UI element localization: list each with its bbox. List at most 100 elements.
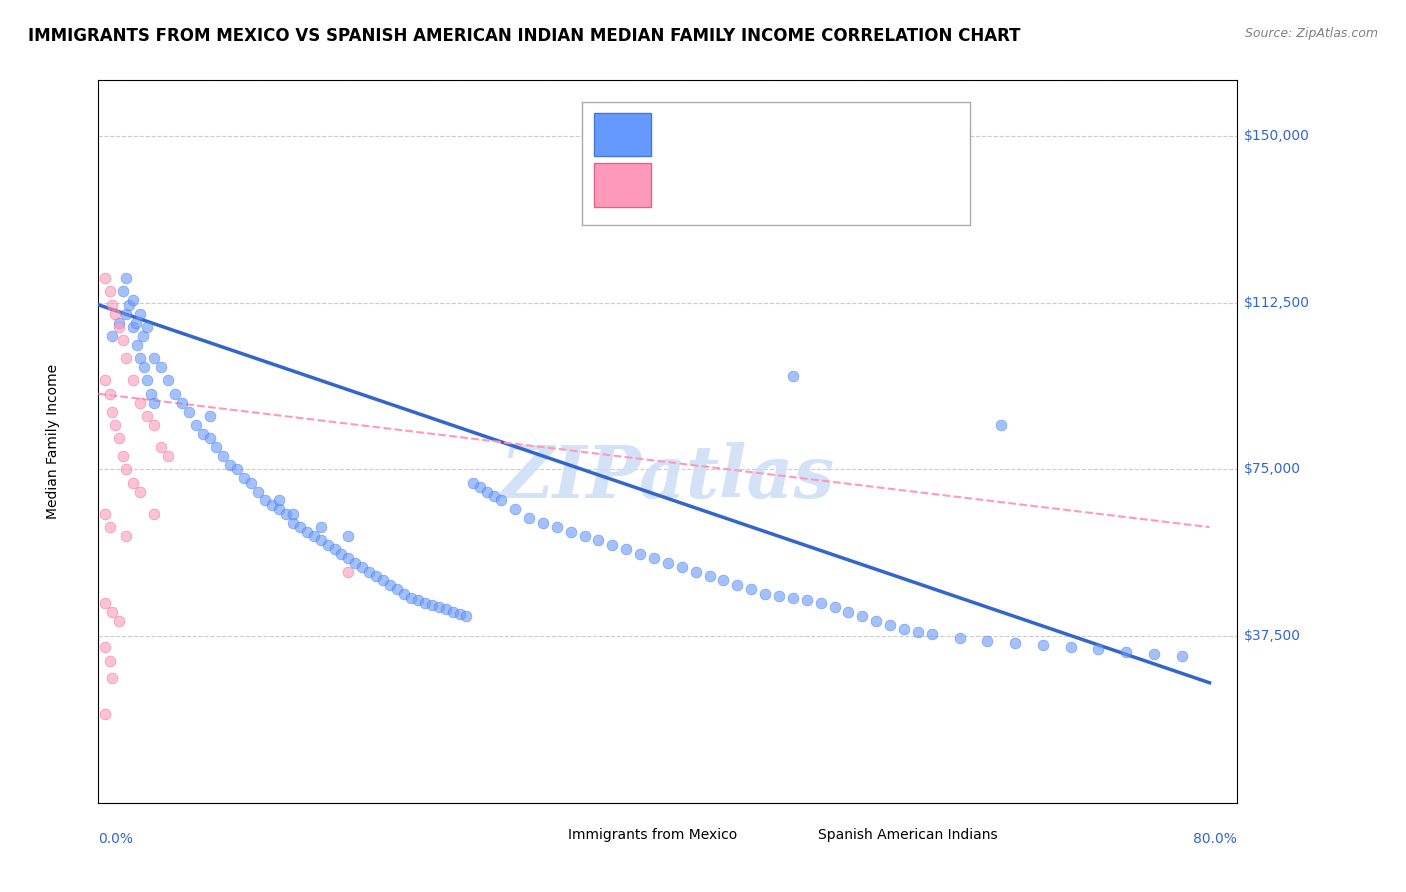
Text: $75,000: $75,000 (1244, 462, 1301, 476)
Point (233, 471, 256, 485)
Point (796, 593, 818, 607)
Point (1004, 636, 1026, 650)
FancyBboxPatch shape (593, 163, 651, 207)
Point (470, 480, 492, 494)
Point (295, 524, 318, 539)
Point (101, 329, 124, 343)
Point (112, 449, 135, 463)
Point (163, 386, 186, 401)
FancyBboxPatch shape (582, 102, 970, 225)
Point (385, 582, 408, 597)
Point (281, 507, 304, 521)
Point (824, 600, 846, 615)
Point (976, 633, 998, 648)
Point (725, 578, 748, 592)
Point (94, 271, 117, 285)
Point (366, 569, 388, 583)
Text: $37,500: $37,500 (1244, 629, 1301, 643)
Point (990, 417, 1012, 432)
Point (768, 589, 790, 603)
Point (184, 417, 207, 432)
Point (104, 417, 127, 432)
Point (740, 582, 762, 597)
Point (247, 484, 270, 499)
Point (657, 556, 679, 570)
Point (851, 609, 873, 624)
Point (108, 316, 131, 330)
Point (115, 462, 138, 476)
Point (94, 640, 117, 655)
Point (136, 409, 159, 423)
Text: R =  -0.142   N =  34: R = -0.142 N = 34 (662, 178, 807, 192)
Point (434, 602, 457, 616)
Point (302, 529, 325, 543)
Point (149, 440, 172, 454)
Point (149, 360, 172, 375)
Point (330, 547, 353, 561)
Point (352, 560, 374, 574)
Text: Spanish American Indians: Spanish American Indians (818, 829, 998, 842)
Point (98, 285, 121, 299)
Point (101, 605, 124, 619)
Point (127, 338, 149, 352)
Point (98, 520, 121, 534)
Point (685, 565, 707, 579)
Point (406, 593, 429, 607)
Point (574, 529, 596, 543)
Point (628, 547, 651, 561)
Point (254, 493, 277, 508)
Point (122, 373, 145, 387)
Point (115, 271, 138, 285)
Point (112, 285, 135, 299)
Point (713, 574, 735, 588)
Point (118, 298, 141, 312)
Point (1143, 647, 1166, 661)
Point (1115, 645, 1137, 659)
Point (177, 404, 200, 418)
Point (449, 607, 471, 621)
Point (94, 507, 117, 521)
FancyBboxPatch shape (529, 820, 562, 851)
Point (907, 624, 929, 639)
Point (782, 591, 804, 606)
Text: Source: ZipAtlas.com: Source: ZipAtlas.com (1244, 27, 1378, 40)
Point (205, 440, 228, 454)
Point (191, 426, 214, 441)
Text: Immigrants from Mexico: Immigrants from Mexico (568, 829, 737, 842)
Point (456, 609, 478, 624)
Point (226, 462, 249, 476)
Point (837, 605, 859, 619)
Point (108, 431, 131, 445)
Point (1032, 638, 1054, 652)
Point (108, 614, 131, 628)
Point (143, 507, 166, 521)
Point (101, 404, 124, 418)
Point (810, 596, 832, 610)
Point (699, 569, 721, 583)
Point (267, 502, 290, 516)
Point (782, 368, 804, 383)
Point (122, 475, 145, 490)
Point (212, 449, 235, 463)
Point (115, 351, 138, 366)
Point (948, 632, 970, 646)
Point (546, 520, 568, 534)
Point (134, 360, 156, 375)
Point (921, 627, 943, 641)
Point (281, 516, 304, 530)
Point (323, 542, 346, 557)
Point (129, 351, 152, 366)
Point (129, 395, 152, 409)
Point (143, 351, 166, 366)
Point (288, 520, 311, 534)
Point (517, 511, 540, 525)
Point (129, 484, 152, 499)
Point (337, 551, 360, 566)
Point (531, 516, 554, 530)
Point (240, 475, 263, 490)
Point (156, 449, 179, 463)
Point (344, 556, 367, 570)
Point (141, 386, 163, 401)
Point (893, 623, 915, 637)
Point (104, 307, 127, 321)
